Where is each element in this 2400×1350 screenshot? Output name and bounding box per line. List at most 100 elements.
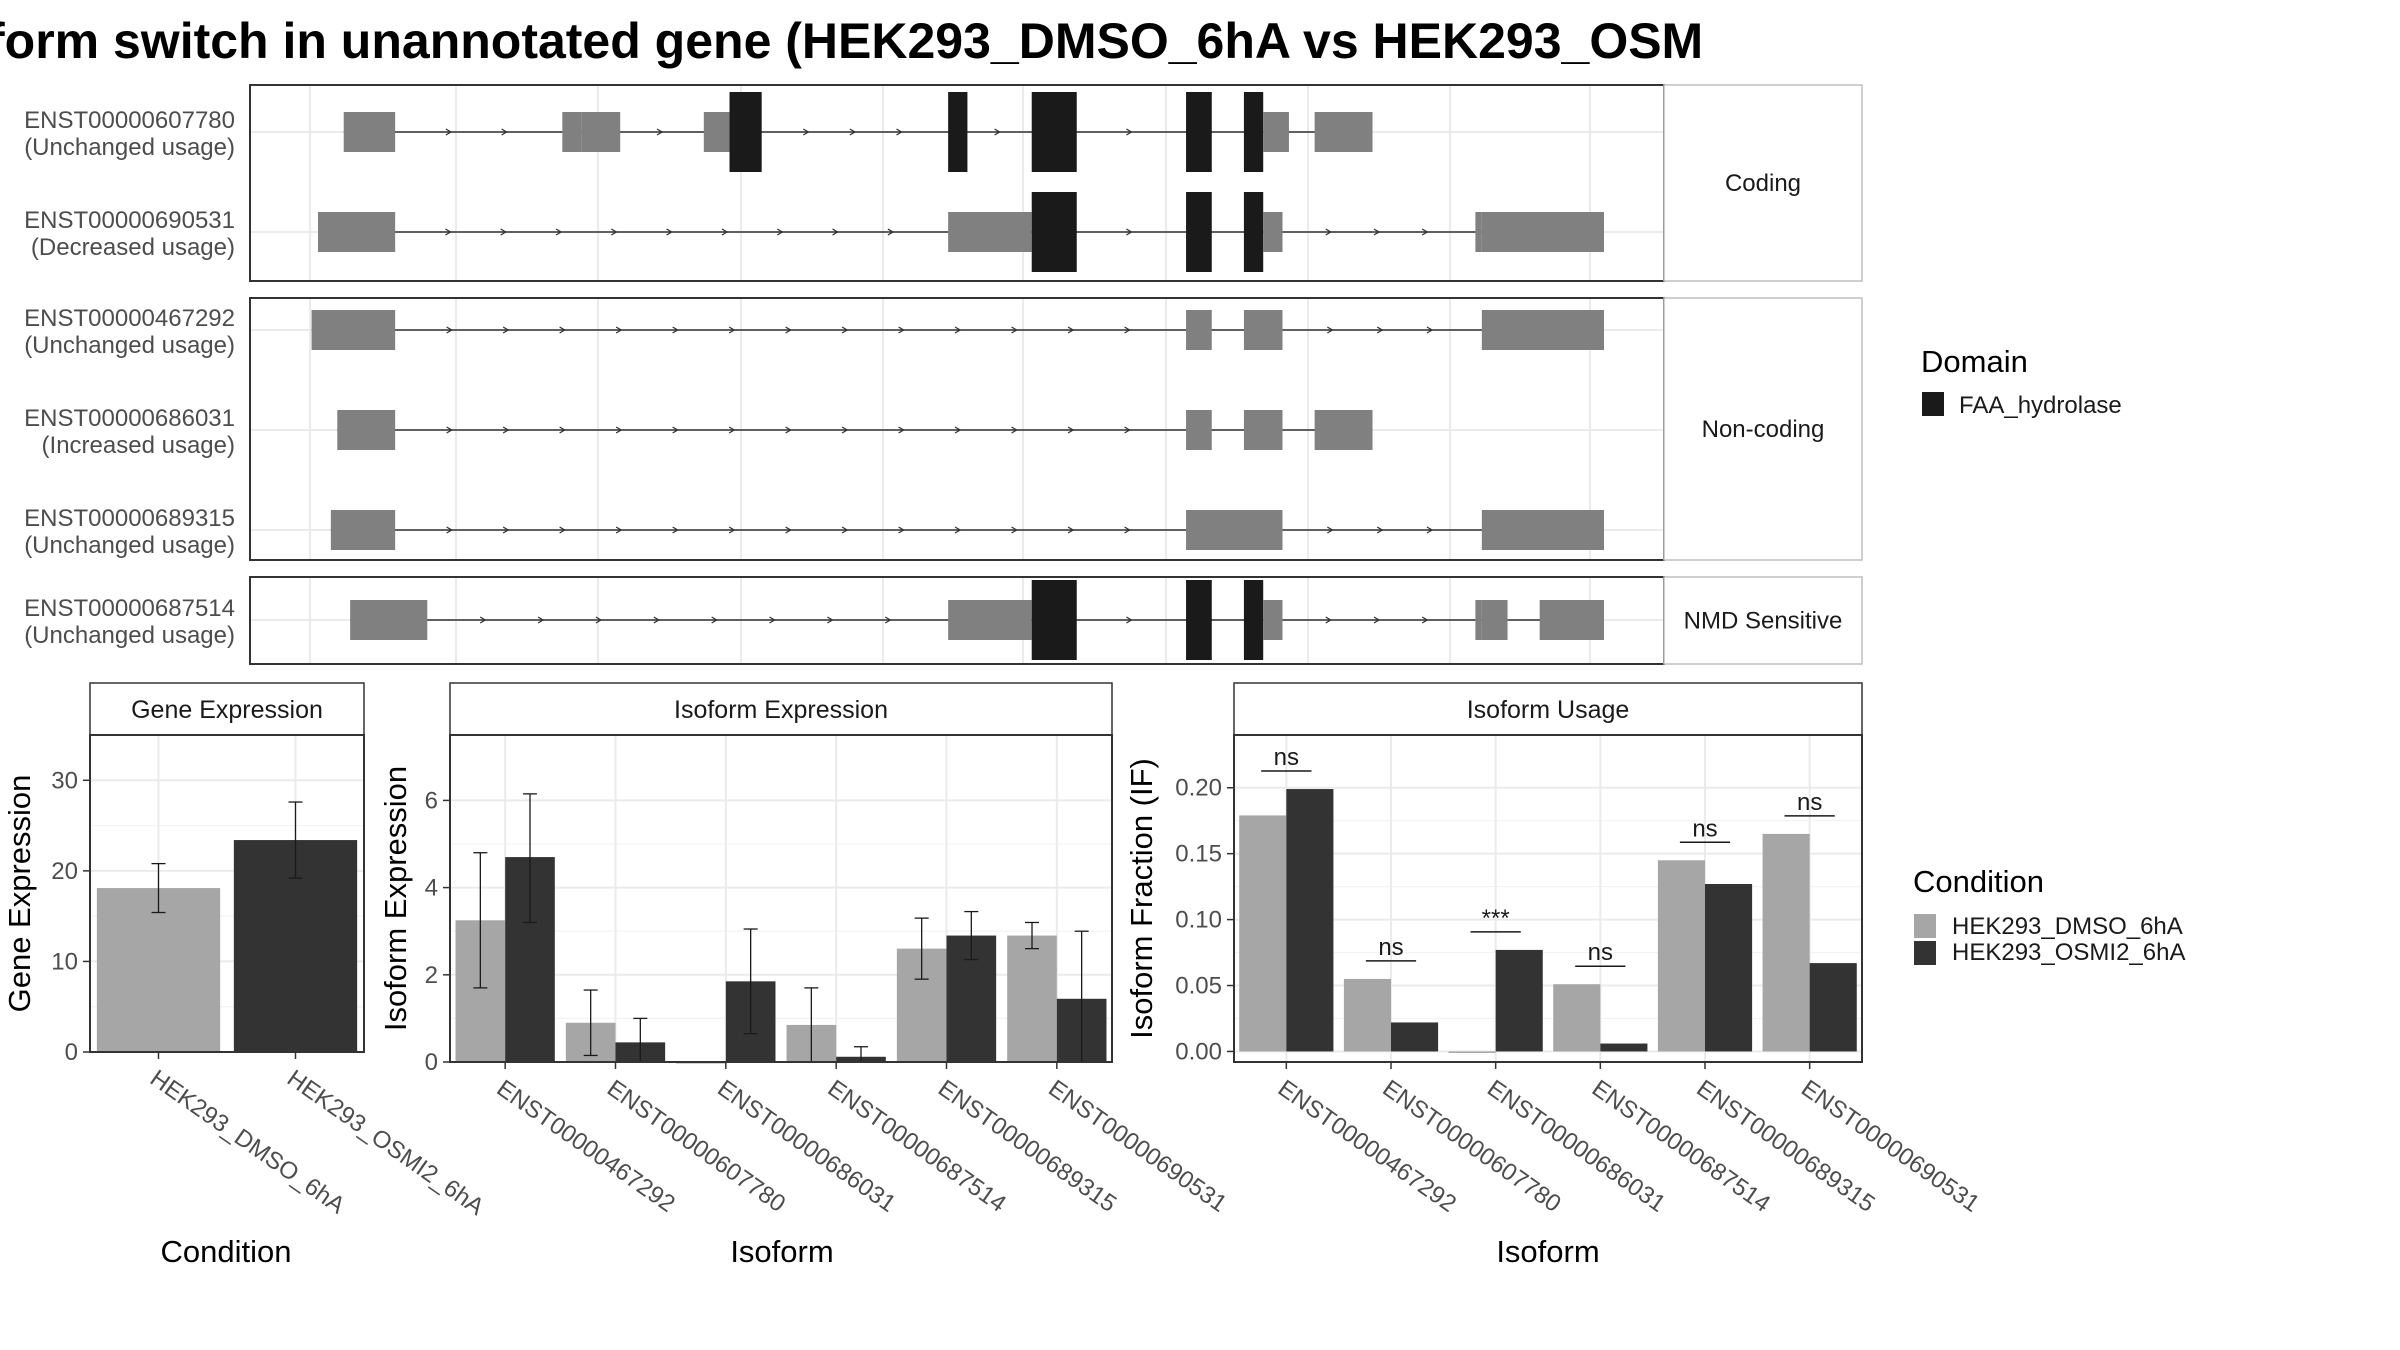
intron-arrow (446, 426, 453, 434)
significance-label: ns (1274, 744, 1299, 771)
exon-block (1314, 112, 1328, 152)
intron-arrow (559, 426, 566, 434)
bar (1343, 978, 1391, 1052)
domain-block (1186, 580, 1212, 660)
condition-legend: Condition HEK293_DMSO_6hA HEK293_OSMI2_6… (1913, 864, 2185, 966)
group-strip (1663, 297, 1863, 561)
domain-legend-title: Domain (1921, 344, 2028, 379)
panel-strip-title: Isoform Expression (674, 696, 888, 724)
domain-block (729, 92, 762, 172)
intron-arrow (994, 128, 1001, 136)
domain-legend: Domain FAA_hydrolase (1921, 344, 2122, 419)
intron-arrow (1326, 526, 1334, 534)
intron-arrow (769, 616, 776, 624)
intron-arrow (1126, 228, 1133, 236)
significance-label: *** (1482, 905, 1510, 932)
exon-block (581, 112, 621, 152)
intron-arrow (672, 326, 679, 334)
bar (1391, 1022, 1439, 1052)
isoform-id-label: ENST00000467292 (24, 305, 235, 332)
significance-label: ns (1797, 789, 1822, 816)
panel-border (89, 734, 365, 1053)
intron-arrow (1124, 326, 1131, 334)
intron-arrow (841, 426, 849, 434)
exon-block (1263, 212, 1283, 252)
panel-strip-title: Gene Expression (131, 696, 323, 724)
intron-arrow (502, 326, 510, 334)
isoform-usage-chart: Isoform Usage 0.00 0.05 0.10 0.15 0.20 ns ns ***… (1124, 682, 1984, 1269)
intron-arrow (1011, 526, 1018, 534)
intron-arrow (776, 228, 784, 236)
bar (1448, 1051, 1496, 1053)
condition-legend-key-dmso (1914, 914, 1936, 938)
intron-arrow (954, 426, 962, 434)
condition-legend-key-osmi (1914, 941, 1936, 965)
intron-arrow (849, 128, 857, 136)
x-tick-label: ENST00000687514 (1587, 1075, 1775, 1218)
intron-arrow (595, 616, 603, 624)
intron-arrow (446, 326, 453, 334)
intron-arrow (501, 128, 508, 136)
significance-label: ns (1378, 934, 1403, 961)
condition-legend-label-dmso: HEK293_DMSO_6hA (1952, 913, 2183, 940)
intron-arrow (1373, 616, 1381, 624)
intron-arrow (1011, 426, 1018, 434)
exon-block (1314, 410, 1373, 450)
y-tick-label: 0 (65, 1039, 78, 1066)
intron-arrow (1376, 326, 1384, 334)
y-axis-label: Gene Expression (2, 775, 37, 1013)
intron-arrow (785, 426, 792, 434)
intron-arrow (666, 228, 673, 236)
y-tick-label: 0.00 (1175, 1038, 1222, 1065)
exon-block (1186, 410, 1212, 450)
intron-arrow (1325, 616, 1332, 624)
y-axis-label: Isoform Expression (378, 766, 413, 1031)
intron-arrow (785, 326, 792, 334)
exon-block (948, 600, 1032, 640)
intron-arrow (721, 228, 729, 236)
intron-arrow (500, 228, 508, 236)
exon-block (311, 310, 396, 350)
intron-arrow (802, 128, 810, 136)
exon-block (1539, 600, 1604, 640)
x-tick-label: ENST00000686031 (712, 1075, 900, 1218)
figure-title: form switch in unannotated gene (HEK293_… (0, 13, 1703, 69)
intron-arrow (537, 616, 545, 624)
exon-block (318, 212, 396, 252)
intron-arrow (479, 616, 487, 624)
domain-block (1186, 192, 1212, 272)
exon-block (1481, 510, 1604, 550)
intron-arrow (887, 228, 895, 236)
intron-arrow (711, 616, 718, 624)
group-strip-label: Non-coding (1702, 416, 1825, 443)
y-tick-label: 0.10 (1175, 907, 1222, 934)
y-tick-label: 10 (51, 948, 78, 975)
exon-block (330, 510, 396, 550)
intron-arrow (502, 426, 510, 434)
domain-block (948, 92, 968, 172)
x-tick-label: ENST00000687514 (823, 1075, 1011, 1218)
intron-arrow (611, 228, 618, 236)
exon-block (703, 112, 730, 152)
condition-legend-label-osmi: HEK293_OSMI2_6hA (1952, 939, 2185, 966)
group-strip-label: Coding (1725, 170, 1801, 197)
domain-block (1243, 192, 1264, 272)
significance-label: ns (1588, 939, 1613, 966)
domain-block (1243, 580, 1264, 660)
isoform-structure-plot: ENST00000607780(Unchanged usage)ENST0000… (24, 84, 1863, 665)
exon-block (562, 112, 582, 152)
y-axis-label: Isoform Fraction (IF) (1124, 758, 1159, 1039)
group-strip-label: NMD Sensitive (1684, 608, 1843, 635)
intron-arrow (1376, 526, 1384, 534)
bar (1705, 883, 1753, 1052)
intron-arrow (728, 426, 736, 434)
intron-arrow (898, 426, 905, 434)
exon-block (948, 212, 1032, 252)
isoform-id-label: ENST00000686031 (24, 405, 235, 432)
exon-block (1243, 410, 1283, 450)
panel-strip (449, 682, 1113, 736)
intron-arrow (1067, 526, 1075, 534)
exon-block (337, 410, 396, 450)
condition-legend-title: Condition (1913, 864, 2044, 899)
